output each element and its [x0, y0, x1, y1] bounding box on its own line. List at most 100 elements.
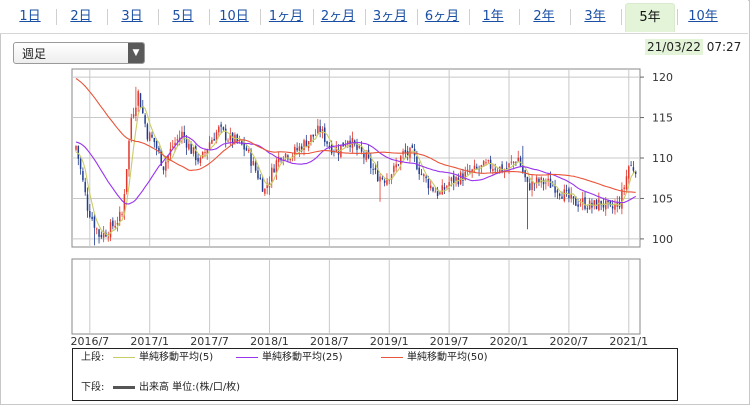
candle-body	[565, 190, 568, 191]
tab-12[interactable]: 5年	[625, 3, 675, 32]
candle-body	[561, 196, 563, 199]
legend-item-volume-label: 出来高 単位:(株/口/枚)	[139, 382, 241, 393]
x-tick-label: 2017/7	[190, 335, 229, 348]
candle-body	[383, 180, 386, 183]
candle-body	[487, 160, 490, 162]
candle-body	[434, 191, 437, 193]
candle-body	[593, 200, 595, 207]
tab-8[interactable]: 6ヶ月	[424, 9, 460, 24]
candle-body	[526, 176, 529, 183]
tab-5[interactable]: 1ヶ月	[268, 9, 304, 24]
tab-0[interactable]: 1日	[19, 9, 41, 24]
legend-item-sma25-label: 単純移動平均(25)	[262, 352, 343, 363]
legend: 上段: 単純移動平均(5) 単純移動平均(25) 単純移動平均(50) 下段: …	[72, 348, 678, 401]
candle-body	[287, 155, 289, 160]
candle-body	[197, 158, 199, 162]
legend-item-sma50-label: 単純移動平均(50)	[407, 352, 488, 363]
ma-line-25	[75, 135, 636, 205]
candle-body	[314, 134, 317, 136]
ma-line-50	[75, 78, 636, 193]
candle-body	[171, 146, 174, 148]
tab-6[interactable]: 2ヶ月	[320, 9, 356, 24]
tab-4[interactable]: 10日	[219, 9, 249, 24]
candle-body	[317, 125, 319, 134]
candle-body	[600, 200, 602, 206]
candle-body	[188, 143, 190, 150]
candle-body	[75, 145, 77, 150]
candle-body	[109, 222, 112, 238]
candle-body	[245, 147, 248, 151]
candle-body	[162, 166, 165, 171]
candle-body	[630, 165, 632, 167]
candle-body	[374, 168, 377, 170]
tab-3[interactable]: 5日	[172, 9, 194, 24]
timestamp-date: 21/03/22	[645, 39, 703, 55]
candle-body	[211, 140, 213, 144]
candle-body	[452, 175, 455, 184]
tab-separator	[417, 9, 418, 25]
tab-separator	[469, 9, 470, 25]
candle-body	[112, 220, 114, 227]
candle-body	[160, 149, 162, 166]
candle-body	[448, 182, 450, 187]
x-tick-label: 2020/1	[490, 335, 529, 348]
candle-body	[204, 152, 206, 154]
legend-lower-label: 下段:	[81, 382, 105, 393]
candle-body	[439, 192, 441, 195]
candle-body	[243, 142, 245, 150]
candle-body	[446, 186, 448, 188]
candle-body	[181, 131, 183, 139]
tab-7[interactable]: 3ヶ月	[372, 9, 408, 24]
candle-body	[144, 115, 146, 124]
candle-body	[330, 145, 333, 154]
candle-body	[146, 124, 149, 140]
candle-body	[151, 134, 153, 138]
candle-body	[215, 132, 218, 142]
x-tick-label: 2019/7	[430, 335, 469, 348]
candle-body	[102, 231, 105, 238]
x-tick-label: 2018/1	[250, 335, 289, 348]
candle-body	[370, 156, 372, 169]
tab-11[interactable]: 3年	[584, 9, 606, 24]
candle-body	[450, 177, 453, 182]
candle-body	[95, 228, 98, 230]
x-tick-label: 2018/7	[310, 335, 349, 348]
chevron-down-icon[interactable]: ▼	[128, 43, 144, 63]
candle-body	[393, 165, 395, 173]
candle-body	[303, 140, 305, 151]
tab-13[interactable]: 10年	[688, 9, 718, 24]
candle-body	[581, 198, 584, 204]
candle-body	[418, 167, 420, 175]
candle-body	[411, 145, 414, 148]
tab-10[interactable]: 2年	[533, 9, 555, 24]
tab-separator	[365, 9, 366, 25]
candle-body	[241, 140, 243, 145]
tab-1[interactable]: 2日	[70, 9, 92, 24]
candle-body	[284, 153, 287, 158]
candle-body	[310, 134, 312, 142]
candle-body	[277, 156, 280, 163]
candle-body	[328, 145, 331, 148]
candle-body	[365, 152, 367, 160]
candle-body	[568, 188, 570, 198]
period-select[interactable]: 週足 ▼	[13, 42, 145, 64]
candle-body	[423, 174, 425, 177]
tab-2[interactable]: 3日	[121, 9, 143, 24]
legend-swatch-sma5	[113, 356, 135, 358]
candle-body	[266, 185, 268, 188]
x-tick-label: 2019/1	[370, 335, 409, 348]
candle-body	[158, 147, 160, 152]
candle-body	[535, 177, 538, 183]
candle-body	[259, 177, 262, 180]
candle-body	[577, 204, 579, 207]
candle-body	[121, 213, 123, 215]
candle-body	[558, 193, 561, 196]
candle-body	[611, 206, 614, 209]
candle-body	[358, 145, 361, 148]
candle-body	[139, 93, 142, 108]
candle-body	[429, 185, 432, 189]
candle-body	[107, 236, 109, 238]
tab-9[interactable]: 1年	[482, 9, 504, 24]
candle-body	[165, 161, 167, 171]
candle-body	[625, 176, 628, 190]
